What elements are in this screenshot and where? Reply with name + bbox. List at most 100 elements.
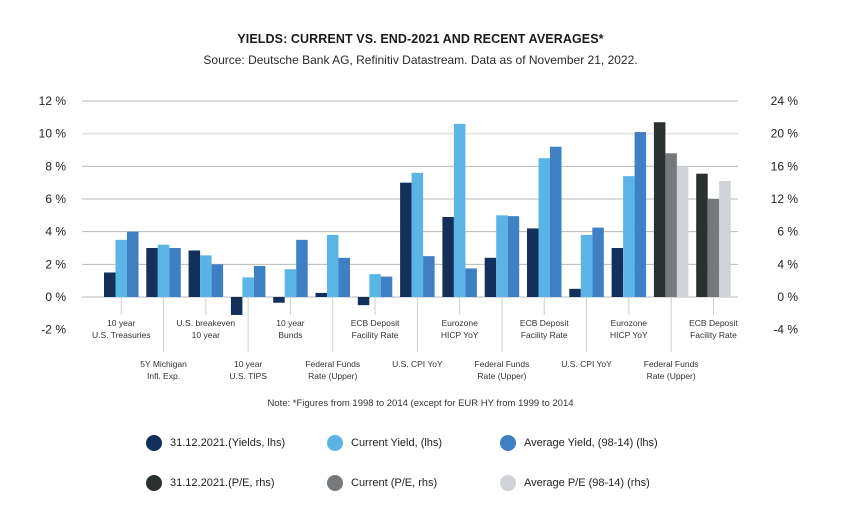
- bar-current-yield-lhs-: [157, 244, 170, 297]
- bar-average-yield-98-14-lhs-: [592, 227, 604, 297]
- bar-31-12-2021-yields-lhs-: [104, 272, 116, 297]
- legend-item: 31.12.2021.(P/E, rhs): [146, 475, 275, 491]
- category-label: HICP YoY: [441, 330, 479, 340]
- bar-average-yield-98-14-lhs-: [550, 146, 562, 297]
- category-label: Infl. Exp.: [147, 371, 180, 381]
- category-label: Federal Funds: [475, 359, 530, 369]
- bar-average-yield-98-14-lhs-: [634, 132, 647, 297]
- category-label: 10 year: [192, 330, 221, 340]
- category-label: 10 year: [276, 318, 305, 328]
- right-tick-label: 6 %: [777, 225, 798, 239]
- bar-current-yield-lhs-: [200, 255, 212, 297]
- bar-31-12-2021-yields-lhs-: [611, 248, 624, 297]
- chart-title: YIELDS: CURRENT VS. END-2021 AND RECENT …: [237, 32, 604, 46]
- bar-current-yield-lhs-: [327, 234, 339, 297]
- category-label: Federal Funds: [644, 359, 699, 369]
- category-label: Facility Rate: [352, 330, 399, 340]
- category-label: U.S. TIPS: [229, 371, 267, 381]
- right-tick-label: 0 %: [777, 290, 798, 304]
- category-label: Facility Rate: [521, 330, 568, 340]
- left-tick-label: 6 %: [45, 192, 66, 206]
- legend-swatch: [500, 475, 516, 491]
- legend-swatch: [327, 475, 343, 491]
- bar-chart: 12 % 24 % 10 % 20 % 8 % 16 % 6 % 12 % 4 % 6 % 2 % 4…: [39, 94, 799, 381]
- legend-swatch: [327, 435, 343, 451]
- bar-31-12-2021-yields-lhs-: [273, 297, 285, 303]
- bar-31-12-2021-p-e-rhs-: [653, 122, 666, 297]
- bar-31-12-2021-yields-lhs-: [188, 250, 201, 297]
- category-label: Rate (Upper): [647, 371, 696, 381]
- bar-average-yield-98-14-lhs-: [296, 239, 308, 297]
- right-tick-label: 12 %: [771, 192, 799, 206]
- bar-average-yield-98-14-lhs-: [465, 268, 477, 297]
- bar-31-12-2021-yields-lhs-: [315, 292, 327, 297]
- category-label: Eurozone: [441, 318, 478, 328]
- bar-average-yield-98-14-lhs-: [507, 216, 520, 297]
- bar-31-12-2021-yields-lhs-: [569, 288, 581, 297]
- right-tick-label: 24 %: [771, 94, 799, 108]
- bar-average-yield-98-14-lhs-: [169, 248, 181, 297]
- category-label: Rate (Upper): [308, 371, 357, 381]
- bar-average-yield-98-14-lhs-: [127, 231, 139, 297]
- bar-current-yield-lhs-: [284, 269, 297, 297]
- bar-current-yield-lhs-: [242, 277, 254, 297]
- bar-average-yield-98-14-lhs-: [423, 256, 435, 297]
- bar-current-yield-lhs-: [115, 239, 127, 297]
- category-label: HICP YoY: [610, 330, 648, 340]
- right-tick-label: 4 %: [777, 257, 798, 271]
- category-label: ECB Deposit: [351, 318, 400, 328]
- bar-average-yield-98-14-lhs-: [253, 265, 266, 297]
- bar-31-12-2021-yields-lhs-: [527, 228, 539, 297]
- legend-item: Average Yield, (98-14) (lhs): [500, 435, 658, 451]
- bar-average-yield-98-14-lhs-: [338, 257, 350, 297]
- legend-item: 31.12.2021.(Yields, lhs): [146, 435, 285, 451]
- bar-31-12-2021-yields-lhs-: [442, 216, 454, 297]
- legend-item: Current Yield, (lhs): [327, 435, 442, 451]
- category-label: Rate (Upper): [477, 371, 526, 381]
- legend-label: Current (P/E, rhs): [351, 477, 438, 489]
- chart-note: Note: *Figures from 1998 to 2014 (except…: [267, 398, 574, 409]
- bar-average-yield-98-14-lhs-: [211, 264, 224, 297]
- category-label: U.S. breakeven: [177, 318, 236, 328]
- legend-label: 31.12.2021.(P/E, rhs): [170, 477, 275, 489]
- legend-label: 31.12.2021.(Yields, lhs): [170, 437, 286, 449]
- right-tick-label: -4 %: [773, 323, 798, 337]
- category-label: U.S. CPI YoY: [392, 359, 443, 369]
- bar-current-yield-lhs-: [453, 123, 466, 297]
- bar-average-p-e-98-14-rhs-: [719, 181, 731, 297]
- legend-item: Average P/E (98-14) (rhs): [500, 475, 650, 491]
- category-label: ECB Deposit: [520, 318, 569, 328]
- bar-31-12-2021-p-e-rhs-: [696, 173, 708, 297]
- bar-average-p-e-98-14-rhs-: [676, 166, 689, 297]
- left-tick-label: 8 %: [45, 159, 66, 173]
- bar-current-yield-lhs-: [411, 172, 424, 297]
- left-tick-label: 10 %: [39, 127, 67, 141]
- bar-current-yield-lhs-: [538, 158, 550, 297]
- category-label: 10 year: [107, 318, 136, 328]
- legend-label: Current Yield, (lhs): [351, 437, 443, 449]
- category-label: Bunds: [278, 330, 302, 340]
- bar-current-p-e-rhs-: [707, 199, 720, 297]
- legend-swatch: [500, 435, 516, 451]
- bar-current-yield-lhs-: [580, 234, 593, 297]
- bar-31-12-2021-yields-lhs-: [484, 257, 497, 297]
- chart-subtitle: Source: Deutsche Bank AG, Refinitiv Data…: [203, 53, 638, 67]
- category-label: Eurozone: [611, 318, 648, 328]
- bar-current-yield-lhs-: [496, 215, 508, 297]
- legend-label: Average Yield, (98-14) (lhs): [524, 437, 658, 449]
- legend-label: Average P/E (98-14) (rhs): [524, 477, 650, 489]
- category-label: ECB Deposit: [689, 318, 738, 328]
- category-label: U.S. CPI YoY: [561, 359, 612, 369]
- bar-31-12-2021-yields-lhs-: [357, 297, 370, 306]
- left-tick-label: 12 %: [39, 94, 67, 108]
- left-tick-label: 4 %: [45, 225, 66, 239]
- legend-item: Current (P/E, rhs): [327, 475, 437, 491]
- bar-average-yield-98-14-lhs-: [380, 276, 393, 297]
- category-label: U.S. Treasuries: [92, 330, 151, 340]
- bar-31-12-2021-yields-lhs-: [400, 182, 412, 297]
- category-label: Federal Funds: [305, 359, 360, 369]
- left-tick-label: 0 %: [45, 290, 66, 304]
- bar-current-p-e-rhs-: [665, 153, 677, 297]
- left-tick-label: 2 %: [45, 257, 66, 271]
- category-label: 5Y Michigan: [140, 359, 187, 369]
